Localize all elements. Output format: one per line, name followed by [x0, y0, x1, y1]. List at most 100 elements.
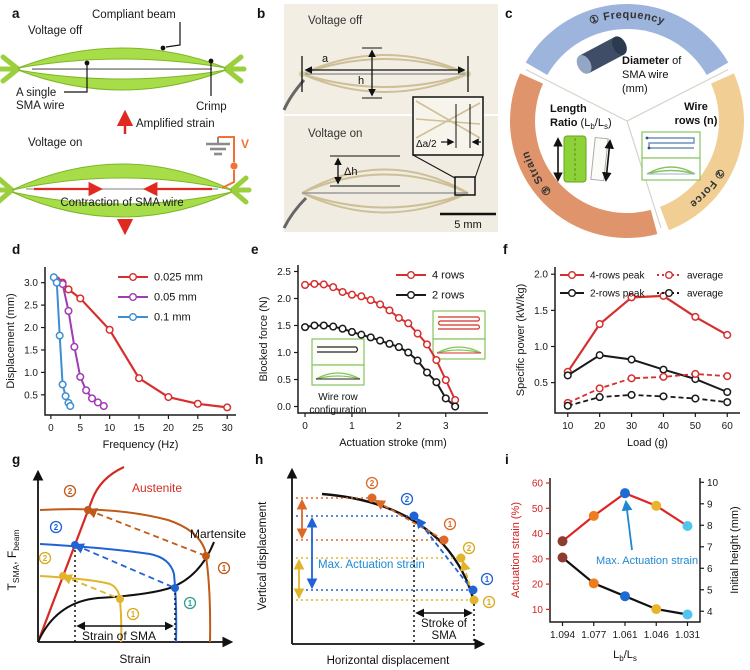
g-xlabel: Strain	[119, 652, 150, 666]
austenite-curve	[36, 466, 125, 643]
point-yellow-1	[116, 595, 124, 603]
single-sma-line2: SMA wire	[16, 100, 65, 112]
legend-label: average	[687, 289, 724, 300]
svg-text:2.0: 2.0	[277, 294, 291, 305]
panel-c-wheel: ① Frequency ③ Strain ② Force Diameter of…	[509, 4, 745, 238]
beam-curve-blue	[39, 543, 178, 643]
svg-text:30: 30	[532, 554, 544, 565]
path-dashed-yellow	[460, 559, 475, 602]
crimp-dot	[208, 58, 214, 64]
svg-text:10: 10	[707, 478, 719, 489]
diameter-line1: Diameter of	[622, 55, 682, 67]
svg-text:2: 2	[43, 554, 48, 563]
scale-bar-label: 5 mm	[454, 219, 482, 231]
legend-label: 4-rows peak	[590, 271, 645, 282]
svg-text:2.5: 2.5	[277, 267, 291, 278]
h-ylabel: Vertical displacement	[257, 501, 269, 610]
svg-text:2: 2	[54, 523, 59, 532]
inset-caption-1: Wire row	[318, 392, 358, 403]
svg-text:0: 0	[48, 423, 54, 434]
length-ratio-line2: Ratio (Lb/Ls)	[550, 117, 612, 131]
arc-frequency	[525, 4, 729, 75]
inset-source-box	[454, 176, 476, 196]
panel-a-diagram: Voltage off Compliant beam A single SMA …	[0, 9, 252, 236]
svg-text:1.0: 1.0	[277, 348, 291, 359]
svg-text:60: 60	[532, 479, 544, 490]
svg-text:1.061: 1.061	[612, 630, 637, 641]
inset-caption-2: configuration	[309, 405, 366, 416]
svg-text:1.046: 1.046	[644, 630, 669, 641]
svg-text:1.5: 1.5	[277, 321, 291, 332]
sma-wire-leader	[64, 65, 88, 93]
arc-force	[660, 73, 745, 231]
device-photo-on	[282, 168, 469, 229]
contraction-label: Contraction of SMA wire	[60, 197, 183, 209]
svg-text:Actuation stroke (mm): Actuation stroke (mm)	[339, 437, 447, 449]
svg-text:0: 0	[302, 421, 308, 432]
svg-text:3: 3	[443, 421, 449, 432]
h-circled-1-blue: 1	[480, 572, 494, 586]
svg-text:4: 4	[707, 607, 713, 618]
dotted-horizontals	[296, 497, 472, 601]
svg-text:1.0: 1.0	[534, 342, 548, 353]
series-line	[561, 491, 689, 543]
compliant-beam-label: Compliant beam	[92, 9, 176, 21]
svg-text:20: 20	[163, 423, 175, 434]
circled-2-blue: 2	[49, 520, 63, 534]
i-annotation: Max. Actuation strain	[596, 555, 698, 567]
series-line	[567, 373, 728, 404]
panel-label-g: g	[12, 452, 21, 467]
circled-1-teal: 1	[183, 596, 197, 610]
svg-text:10: 10	[532, 605, 544, 616]
divider-line-left	[525, 69, 628, 122]
svg-text:1: 1	[448, 520, 453, 529]
svg-text:1: 1	[131, 610, 136, 619]
b-voltage-on-label: Voltage on	[308, 128, 362, 140]
svg-text:1.031: 1.031	[675, 630, 700, 641]
svg-text:9: 9	[707, 499, 713, 510]
chart-specificpower-vs-load: 10 20 30 40 50 60 0.5 1.0 1.5 2.0 Load (g) Specific…	[515, 267, 740, 449]
panel-label-c: c	[505, 6, 513, 21]
series-line	[567, 354, 728, 393]
svg-text:0.5: 0.5	[277, 375, 291, 386]
beam-curve-orange	[39, 508, 212, 643]
svg-text:6: 6	[707, 564, 713, 575]
inset-2rows-config: Wire row configuration	[309, 338, 367, 416]
compliant-beam-dot	[160, 45, 166, 51]
panel-label-e: e	[251, 242, 259, 257]
svg-text:0.5: 0.5	[534, 378, 548, 389]
h-point-blue-2	[409, 511, 419, 521]
sma-label: SMA	[432, 630, 457, 642]
arc-label-frequency: ① Frequency	[588, 9, 666, 28]
h-circled-2-blue: 2	[400, 492, 414, 506]
svg-text:1: 1	[222, 564, 227, 573]
svg-text:2: 2	[68, 487, 73, 496]
svg-text:15: 15	[133, 423, 145, 434]
h-circled-1-orange: 1	[443, 517, 457, 531]
diameter-line2: SMA wire	[622, 69, 668, 81]
chart-strain-and-height-vs-ratio: Max. Actuation strain Lb/Ls 1.094 1.077 1.…	[510, 478, 741, 663]
panel-label-b: b	[257, 6, 266, 21]
crimp-label: Crimp	[196, 101, 227, 113]
panel-label-d: d	[12, 242, 21, 257]
dim-da2-label: Δa/2	[416, 139, 437, 150]
panel-g-force-strain-diagram: TSMA, Fbeam Strain 2 2 2 1 1 1 Strain of…	[5, 466, 246, 666]
sma-wire-dot	[84, 60, 90, 66]
svg-text:50: 50	[690, 421, 702, 432]
length-ratio-line1: Length	[550, 103, 587, 115]
austenite-label: Austenite	[132, 481, 182, 495]
transition-dashed-yellow	[60, 574, 121, 600]
svg-text:5: 5	[707, 585, 713, 596]
series-line	[566, 294, 728, 373]
path-dashed-orange	[374, 499, 445, 541]
panel-label-i: i	[505, 452, 509, 467]
length-ratio-icon	[553, 135, 614, 183]
svg-text:1.5: 1.5	[24, 345, 38, 356]
wire-rows-line1: Wire	[684, 101, 708, 113]
circuit-node	[230, 162, 238, 170]
i-annotation-arrow	[621, 499, 633, 551]
voltage-off-label: Voltage off	[28, 25, 83, 37]
svg-text:40: 40	[532, 529, 544, 540]
svg-text:Initial height (mm): Initial height (mm)	[729, 506, 741, 593]
svg-text:Load (g): Load (g)	[627, 437, 668, 449]
